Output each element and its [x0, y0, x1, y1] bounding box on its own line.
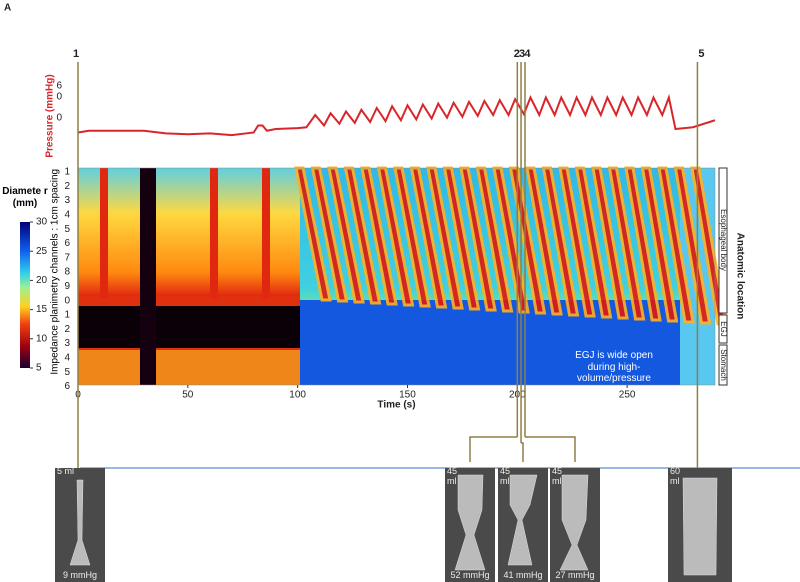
channel-label: 2: [64, 181, 70, 192]
channel-label: 4: [64, 353, 70, 364]
channel-label: 0: [64, 295, 70, 306]
pressure-tick-label: 0: [56, 92, 62, 103]
pressure-tick-label: 0: [56, 113, 62, 124]
pressure-line: [77, 93, 716, 137]
colorbar-tick-label: 15: [36, 304, 48, 315]
time-marker-label: 1: [73, 48, 79, 60]
region-bar: [718, 314, 728, 344]
channel-label: 6: [64, 238, 70, 249]
image-pressure: 9 mmHg: [62, 570, 97, 580]
heatmap-region: [78, 306, 300, 348]
x-tick-label: 150: [399, 390, 416, 401]
channel-label: 6: [64, 381, 70, 392]
image-volume: 45 ml: [500, 466, 511, 487]
channel-label: 9: [64, 281, 70, 292]
channel-label: 3: [64, 338, 70, 349]
x-axis-label: Time (s): [377, 400, 415, 411]
heatmap-region: [300, 300, 715, 385]
heatmap-region: [78, 350, 300, 385]
image-pressure: 52 mmHg: [450, 570, 490, 580]
location-title: Anatomic location: [734, 233, 745, 320]
x-tick-label: 100: [289, 390, 306, 401]
y-axis-label: Impedance planimetry channels : 1cm spac…: [49, 168, 61, 375]
panel-label: A: [4, 3, 11, 14]
channel-label: 5: [64, 367, 70, 378]
bag-shape: [682, 477, 718, 576]
heatmap-stripe: [262, 168, 270, 298]
image-volume: 45 ml: [552, 466, 563, 487]
colorbar-tick-label: 20: [36, 275, 48, 286]
region-label: EGJ: [719, 321, 728, 337]
channel-label: 8: [64, 267, 70, 278]
bag-shape: [559, 474, 589, 571]
bag-shape: [69, 479, 91, 566]
time-marker-label: 5: [698, 48, 704, 60]
colorbar: [20, 222, 30, 368]
bag-shape: [507, 474, 538, 566]
channel-label: 1: [64, 310, 70, 321]
time-marker-label: 3: [519, 48, 525, 60]
bag-shape: [454, 474, 486, 571]
connector: [469, 436, 518, 462]
region-bar: [718, 344, 728, 386]
x-tick-label: 50: [182, 390, 194, 401]
colorbar-label: Diamete r (mm): [2, 186, 48, 209]
heatmap-stripe: [210, 168, 218, 298]
region-label: Esophageal body: [719, 209, 728, 271]
image-pressure: 41 mmHg: [503, 570, 543, 580]
image-volume: 60 ml: [670, 466, 681, 487]
annotation: EGJ is wide open during high-volume/pres…: [575, 350, 653, 384]
time-marker-label: 2: [514, 48, 520, 60]
colorbar-tick-label: 10: [36, 333, 48, 344]
region-label: Stomach: [719, 349, 728, 381]
heatmap: [78, 166, 728, 385]
channel-label: 3: [64, 195, 70, 206]
pressure-tick-label: 6: [56, 81, 62, 92]
image-volume: 5 ml: [57, 466, 75, 476]
channel-label: 5: [64, 224, 70, 235]
colorbar-tick-label: 30: [36, 217, 48, 228]
time-marker-label: 4: [524, 48, 531, 60]
heatmap-region: [140, 168, 156, 385]
x-tick-label: 250: [619, 390, 636, 401]
region-bar: [718, 167, 728, 314]
channel-label: 1: [64, 167, 70, 178]
colorbar-tick-label: 5: [36, 363, 42, 374]
channel-label: 4: [64, 210, 70, 221]
colorbar-tick-label: 25: [36, 246, 48, 257]
pressure-axis-label: Pressure (mmHg): [45, 74, 56, 157]
connector: [524, 436, 576, 462]
heatmap-stripe: [100, 168, 108, 298]
image-volume: 45 ml: [447, 466, 458, 487]
channel-label: 7: [64, 252, 70, 263]
connector: [521, 442, 524, 462]
channel-label: 2: [64, 324, 70, 335]
image-pressure: 27 mmHg: [555, 570, 595, 580]
